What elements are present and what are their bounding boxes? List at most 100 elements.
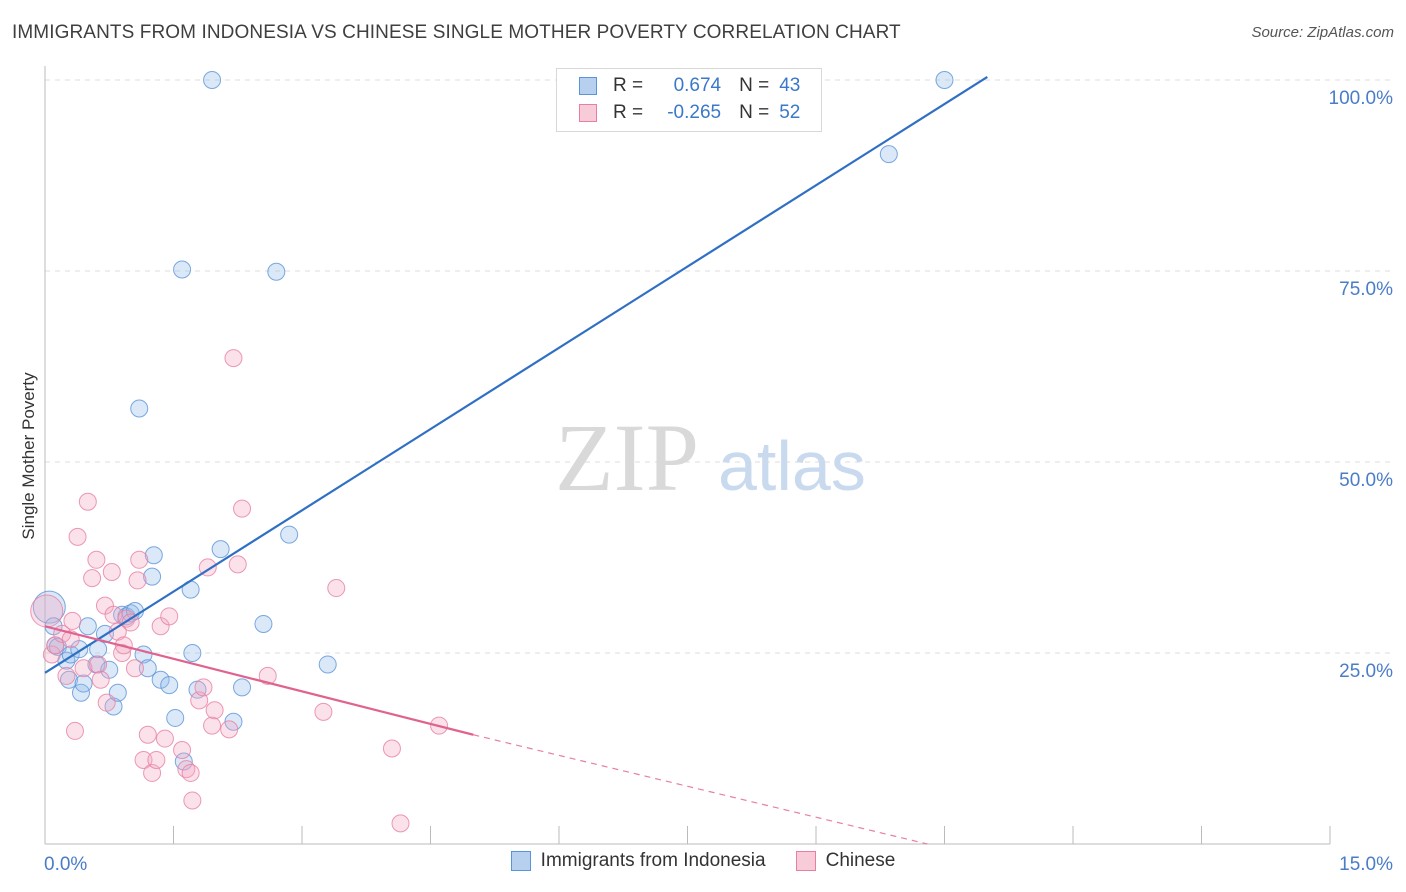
watermark: ZIP atlas	[555, 404, 866, 511]
data-point-indonesia	[233, 678, 252, 697]
data-point-indonesia	[74, 674, 93, 693]
data-point-indonesia	[130, 399, 149, 418]
data-point-chinese	[30, 594, 64, 628]
data-point-chinese	[87, 550, 106, 569]
data-point-chinese	[83, 569, 102, 588]
data-point-chinese	[91, 670, 110, 689]
data-point-chinese	[121, 613, 140, 632]
gridlines	[45, 79, 1392, 654]
data-point-indonesia	[935, 71, 954, 89]
data-point-chinese	[181, 763, 200, 782]
legend-label-chinese: Chinese	[825, 850, 896, 871]
legend-item-indonesia: Immigrants from Indonesia	[510, 850, 766, 872]
x-tick-label: 15.0%	[1339, 854, 1393, 875]
legend-label-indonesia: Immigrants from Indonesia	[540, 850, 766, 871]
data-point-chinese	[128, 571, 147, 590]
trend-line-chinese	[44, 625, 474, 736]
data-point-indonesia	[138, 659, 157, 678]
data-point-indonesia	[144, 546, 163, 565]
legend-n-label: N =	[739, 75, 770, 96]
data-point-chinese	[203, 716, 222, 735]
legend-r-value: 0.674	[673, 75, 722, 96]
data-point-indonesia	[879, 145, 898, 164]
data-point-chinese	[74, 659, 93, 678]
x-tick-label: 0.0%	[44, 854, 87, 875]
data-point-chinese	[113, 644, 132, 662]
data-point-chinese	[314, 702, 333, 721]
y-tick-label: 25.0%	[1339, 661, 1393, 682]
data-point-chinese	[68, 527, 87, 546]
data-point-chinese	[46, 636, 65, 655]
legend-swatch-chinese	[579, 104, 597, 122]
data-point-chinese	[228, 555, 247, 574]
tick-labels: 100.0% 75.0% 50.0% 25.0% 0.0% 15.0%	[44, 88, 1393, 875]
data-point-chinese	[125, 659, 144, 678]
data-point-chinese	[63, 611, 82, 630]
y-tick-label: 75.0%	[1339, 279, 1393, 300]
data-point-indonesia	[280, 525, 299, 544]
data-point-indonesia	[267, 262, 286, 281]
y-axis-label: Single Mother Poverty	[19, 372, 38, 540]
legend-swatch-chinese	[795, 851, 816, 871]
series-legend: Immigrants from Indonesia Chinese	[0, 850, 1406, 872]
legend-row-indonesia: R = 0.674 N = 43	[579, 73, 800, 99]
data-point-chinese	[61, 630, 80, 649]
data-point-chinese	[130, 550, 149, 569]
data-point-chinese	[327, 579, 346, 598]
data-point-chinese	[194, 678, 213, 697]
data-point-indonesia	[78, 617, 97, 636]
data-point-indonesia	[166, 708, 185, 727]
data-point-chinese	[147, 750, 166, 769]
trend-extension-chinese	[473, 734, 928, 845]
trend-line-indonesia	[44, 76, 988, 674]
data-point-chinese	[224, 349, 243, 368]
data-point-chinese	[160, 607, 179, 626]
data-point-chinese	[134, 750, 153, 769]
data-point-chinese	[391, 814, 410, 833]
data-point-chinese	[258, 666, 277, 685]
data-point-chinese	[183, 791, 202, 810]
data-point-chinese	[220, 720, 239, 739]
legend-r-label: R =	[613, 75, 644, 96]
watermark-zip: ZIP	[555, 404, 699, 511]
data-point-indonesia	[183, 644, 202, 662]
data-point-indonesia	[211, 540, 230, 559]
data-point-indonesia	[173, 260, 192, 279]
legend-n-value: 43	[779, 75, 801, 96]
source-label: Source: ZipAtlas.com	[1251, 24, 1394, 41]
data-point-chinese	[382, 739, 401, 758]
legend-n-value: 52	[779, 102, 801, 123]
axes	[44, 66, 1331, 845]
data-point-chinese	[233, 499, 252, 518]
data-point-chinese	[173, 741, 192, 760]
data-point-chinese	[102, 563, 121, 582]
data-point-chinese	[97, 693, 116, 712]
legend-swatch-indonesia	[579, 77, 597, 95]
legend-r-label: R =	[613, 102, 644, 123]
watermark-atlas: atlas	[718, 427, 866, 505]
data-point-indonesia	[151, 670, 170, 689]
trend-lines	[44, 76, 988, 845]
data-point-chinese	[57, 666, 76, 685]
data-point-indonesia	[318, 655, 337, 674]
y-tick-label: 100.0%	[1329, 88, 1394, 109]
data-point-chinese	[89, 655, 108, 674]
legend-swatch-indonesia	[510, 851, 531, 871]
data-point-chinese	[65, 721, 84, 740]
data-point-indonesia	[160, 676, 179, 695]
legend-r-value: -0.265	[667, 102, 722, 123]
data-points	[30, 71, 954, 833]
data-point-chinese	[205, 701, 224, 720]
legend-row-chinese: R = -0.265 N = 52	[579, 100, 800, 126]
legend-item-chinese: Chinese	[795, 850, 896, 872]
legend-n-label: N =	[739, 102, 770, 123]
y-tick-label: 50.0%	[1339, 470, 1393, 491]
correlation-legend: R = 0.674 N = 43 R = -0.265 N = 52	[556, 68, 822, 132]
data-point-chinese	[155, 729, 174, 748]
data-point-indonesia	[254, 614, 273, 633]
data-point-indonesia	[143, 567, 162, 586]
data-point-chinese	[78, 492, 97, 511]
data-point-chinese	[42, 645, 61, 664]
chart-title: IMMIGRANTS FROM INDONESIA VS CHINESE SIN…	[12, 22, 901, 43]
